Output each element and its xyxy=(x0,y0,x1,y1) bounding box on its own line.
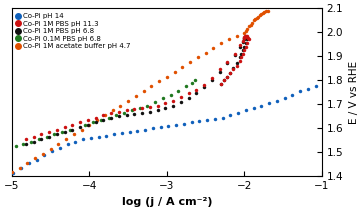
Legend: Co-Pi pH 14, Co-Pi 1M PBS pH 11.3, Co-Pi 1M PBS pH 6.8, Co-Pi 0.1M PBS pH 6.8, C: Co-Pi pH 14, Co-Pi 1M PBS pH 11.3, Co-Pi… xyxy=(15,12,132,50)
Y-axis label: E / V vs RHE: E / V vs RHE xyxy=(349,61,359,124)
X-axis label: log (j / A cm⁻²): log (j / A cm⁻²) xyxy=(122,197,212,207)
